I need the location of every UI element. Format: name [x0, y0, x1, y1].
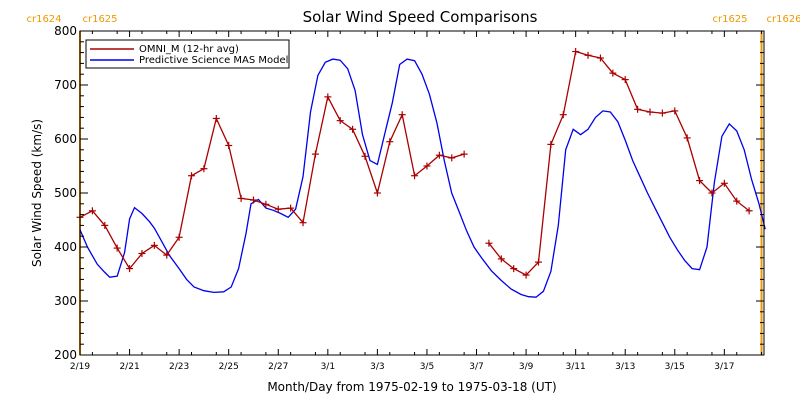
- legend-box: [85, 39, 290, 69]
- data-point-omni: [621, 76, 629, 84]
- data-point-omni: [572, 48, 580, 56]
- x-tick-label: 3/13: [615, 362, 635, 372]
- data-point-omni: [658, 109, 666, 117]
- data-point-omni: [188, 172, 196, 180]
- series-line-omni: [488, 50, 750, 276]
- data-point-omni: [237, 194, 245, 202]
- data-point-omni: [547, 140, 555, 148]
- data-point-omni: [225, 141, 233, 149]
- x-axis: 2/19 2/21 2/23 2/25 2/27 3/1 3/3 3/5 3/7 3/9 3/11 3…: [70, 31, 763, 372]
- data-point-omni: [559, 111, 567, 119]
- rotation-label-right-next: cr1626: [766, 14, 800, 25]
- y-tick-label: 600: [54, 132, 77, 146]
- x-tick-label: 2/27: [268, 362, 288, 372]
- data-point-omni: [311, 150, 319, 158]
- x-tick-label: 3/17: [714, 362, 734, 372]
- data-point-omni: [497, 255, 505, 263]
- x-tick-label: 3/7: [469, 362, 483, 372]
- data-point-omni: [745, 207, 753, 215]
- x-tick-label: 2/25: [219, 362, 239, 372]
- data-point-omni: [448, 154, 456, 162]
- data-point-omni: [485, 239, 493, 247]
- data-point-omni: [683, 134, 691, 142]
- series-line-model: [79, 58, 766, 298]
- data-point-omni: [274, 205, 282, 213]
- data-point-omni: [163, 251, 171, 259]
- x-tick-label: 3/11: [566, 362, 586, 372]
- legend: OMNI_M (12-hr avg) Predictive Science MA…: [85, 39, 290, 69]
- rotation-labels: cr1624 cr1625 cr1625 cr1626: [26, 14, 800, 25]
- data-point-omni: [534, 258, 542, 266]
- x-axis-label: Month/Day from 1975-02-19 to 1975-03-18 …: [267, 380, 556, 394]
- data-point-omni: [386, 138, 394, 146]
- data-point-omni: [287, 204, 295, 212]
- data-point-omni: [324, 93, 332, 101]
- data-point-omni: [150, 241, 158, 249]
- x-tick-label: 3/15: [665, 362, 685, 372]
- data-point-omni: [708, 189, 716, 197]
- chart-title: Solar Wind Speed Comparisons: [303, 8, 538, 26]
- x-tick-label: 2/19: [70, 362, 90, 372]
- data-point-omni: [262, 200, 270, 208]
- data-point-omni: [126, 265, 134, 273]
- data-point-omni: [113, 244, 121, 252]
- data-point-omni: [634, 105, 642, 113]
- data-point-omni: [349, 125, 357, 133]
- y-tick-label: 700: [54, 78, 77, 92]
- y-axis-label: Solar Wind Speed (km/s): [30, 119, 44, 267]
- data-point-omni: [646, 108, 654, 116]
- y-tick-label: 800: [54, 24, 77, 38]
- data-point-omni: [510, 265, 518, 273]
- data-point-omni: [200, 165, 208, 173]
- legend-label-model: Predictive Science MAS Model: [139, 55, 288, 66]
- rotation-label-left-next: cr1625: [82, 14, 117, 25]
- rotation-label-left-prev: cr1624: [26, 14, 61, 25]
- x-tick-label: 2/23: [169, 362, 189, 372]
- data-point-omni: [596, 54, 604, 62]
- data-point-omni: [460, 150, 468, 158]
- data-point-omni: [696, 177, 704, 185]
- legend-label-omni: OMNI_M (12-hr avg): [139, 44, 239, 55]
- x-tick-label: 2/21: [119, 362, 139, 372]
- data-point-omni: [411, 172, 419, 180]
- data-point-omni: [720, 179, 728, 187]
- data-point-omni: [212, 114, 220, 122]
- x-tick-label: 3/9: [519, 362, 534, 372]
- data-point-omni: [435, 151, 443, 159]
- data-point-omni: [361, 152, 369, 160]
- data-point-omni: [336, 117, 344, 125]
- data-point-omni: [398, 111, 406, 119]
- data-point-omni: [249, 196, 257, 204]
- data-point-omni: [101, 221, 109, 229]
- data-point-omni: [609, 69, 617, 77]
- y-tick-label: 400: [54, 240, 77, 254]
- x-tick-label: 3/3: [370, 362, 384, 372]
- data-point-omni: [671, 107, 679, 115]
- y-tick-label: 200: [54, 348, 77, 362]
- data-point-omni: [423, 162, 431, 170]
- data-point-omni: [584, 51, 592, 59]
- y-tick-label: 500: [54, 186, 77, 200]
- data-point-omni: [88, 207, 96, 215]
- data-point-omni: [175, 233, 183, 241]
- x-tick-label: 3/5: [420, 362, 434, 372]
- y-axis: 200 300 400 500 600 700 800: [54, 24, 764, 362]
- data-point-omni: [733, 197, 741, 205]
- data-point-omni: [138, 249, 146, 257]
- x-tick-label: 3/1: [321, 362, 335, 372]
- rotation-label-right-prev: cr1625: [712, 14, 747, 25]
- data-point-omni: [373, 189, 381, 197]
- series-line-omni: [79, 95, 465, 270]
- data-point-omni: [522, 271, 530, 279]
- data-point-omni: [299, 219, 307, 227]
- y-tick-label: 300: [54, 294, 77, 308]
